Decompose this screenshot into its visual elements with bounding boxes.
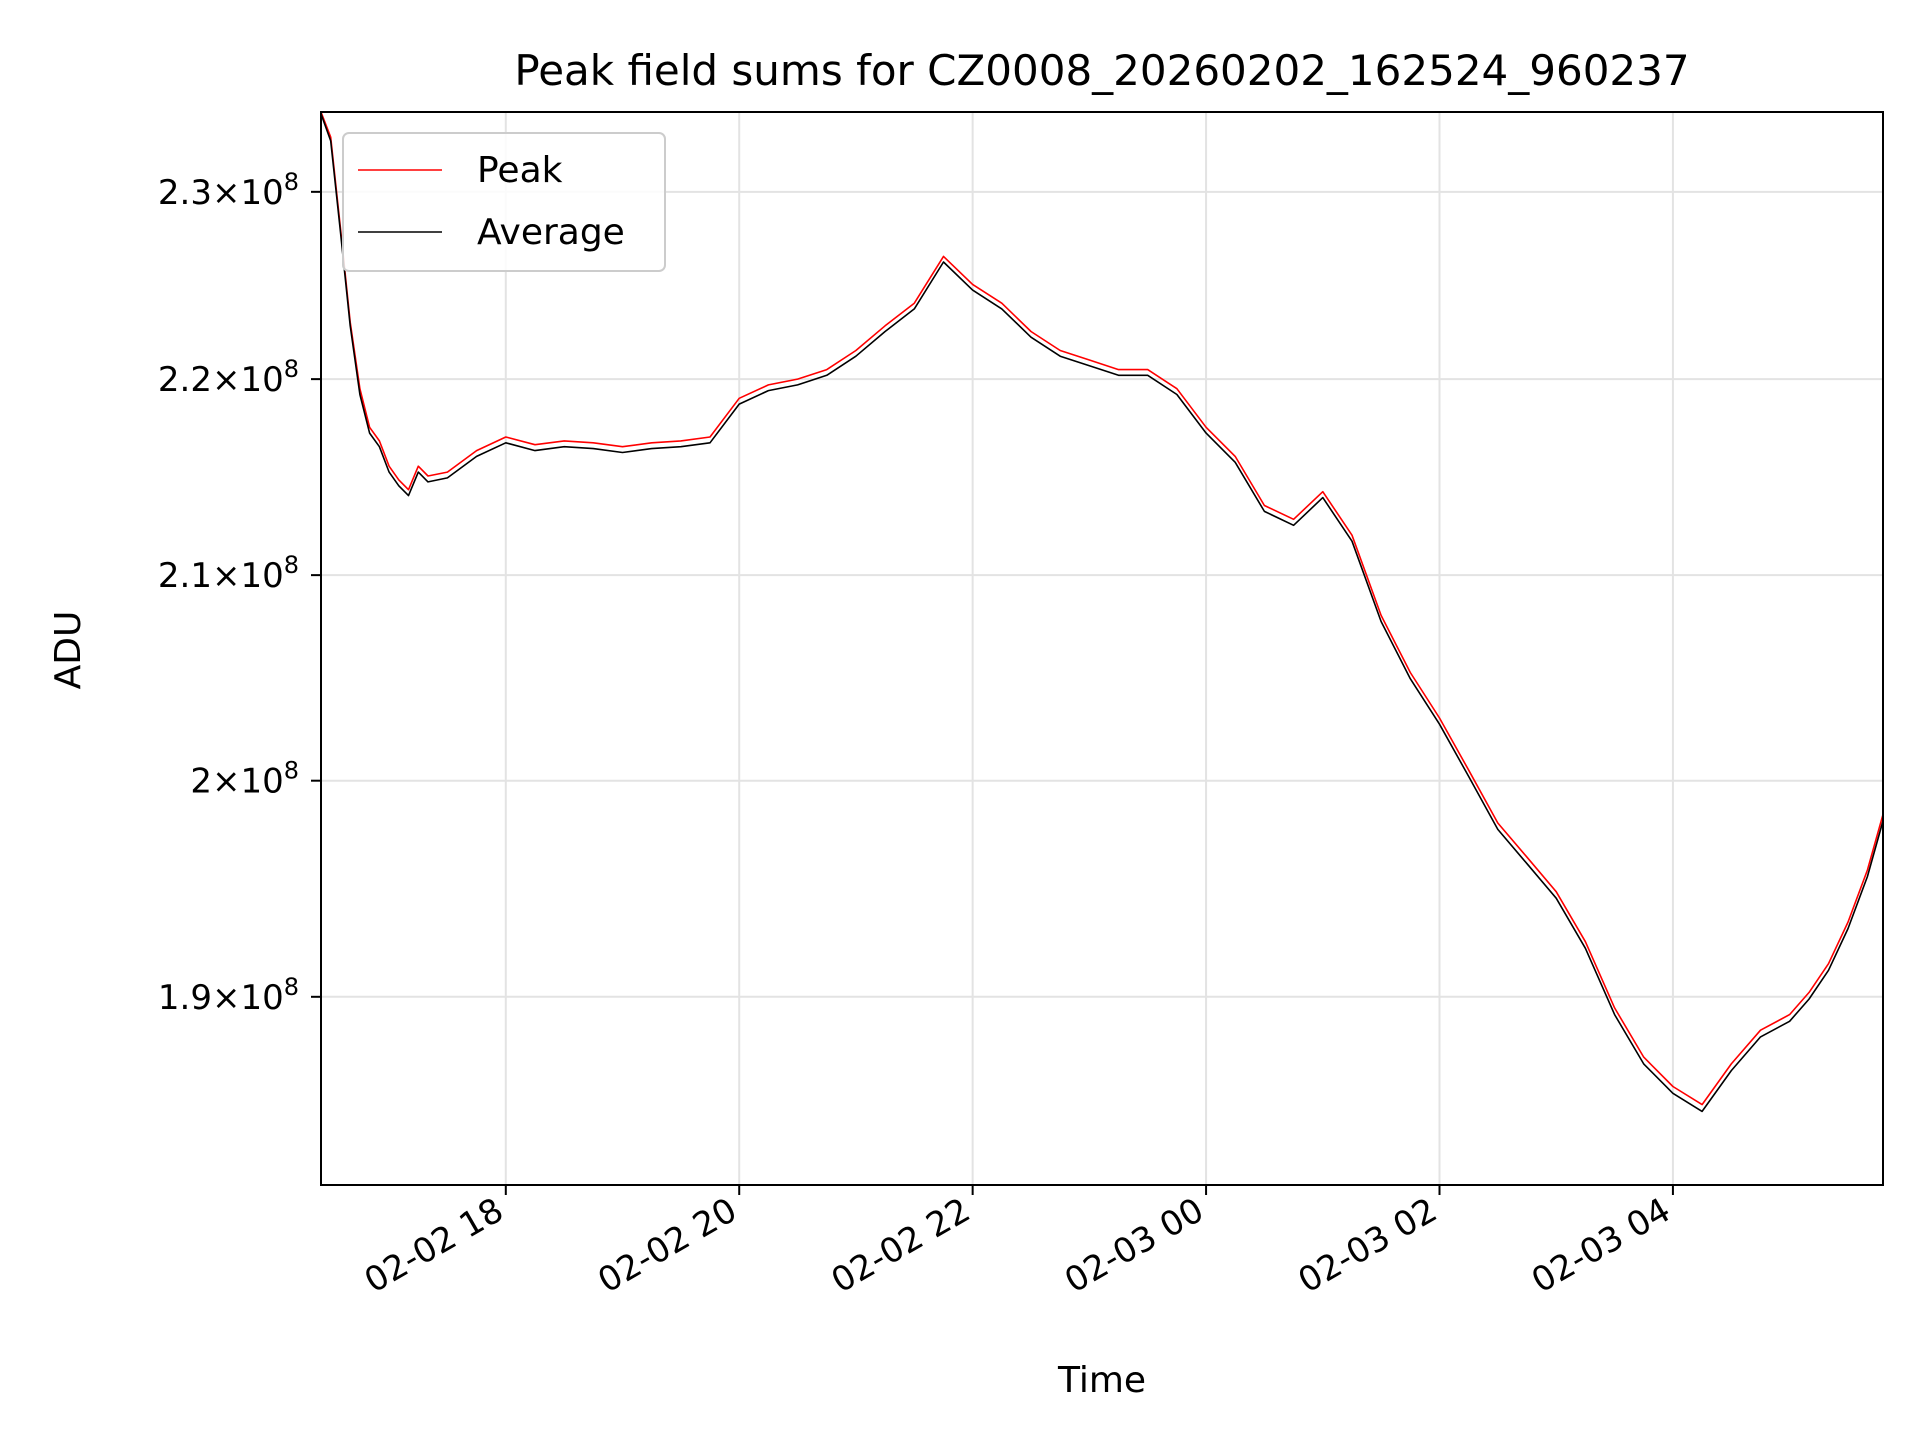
legend-label: Average <box>477 212 625 253</box>
y-tick-label: 2.2×108 <box>158 355 299 400</box>
legend-box <box>342 132 666 272</box>
y-tick-label: 1.9×108 <box>158 973 299 1018</box>
y-axis-ticks: 1.9×108 2×108 2.1×108 2.2×108 2.3×108 <box>158 168 321 1018</box>
series-line-peak <box>320 111 1884 1106</box>
legend-label: Peak <box>477 150 563 191</box>
x-axis-label: Time <box>1057 1360 1146 1401</box>
chart-title: Peak field sums for CZ0008_20260202_1625… <box>514 46 1689 95</box>
y-tick-label: 2×108 <box>190 757 299 802</box>
y-tick-label: 2.1×108 <box>158 551 299 596</box>
y-axis-label: ADU <box>48 611 89 690</box>
y-tick-label: 2.3×108 <box>158 168 299 213</box>
legend: Peak Average <box>342 132 666 272</box>
plot-frame <box>320 111 1884 1186</box>
plot-lines <box>320 111 1884 1113</box>
series-line-average <box>320 113 1884 1113</box>
